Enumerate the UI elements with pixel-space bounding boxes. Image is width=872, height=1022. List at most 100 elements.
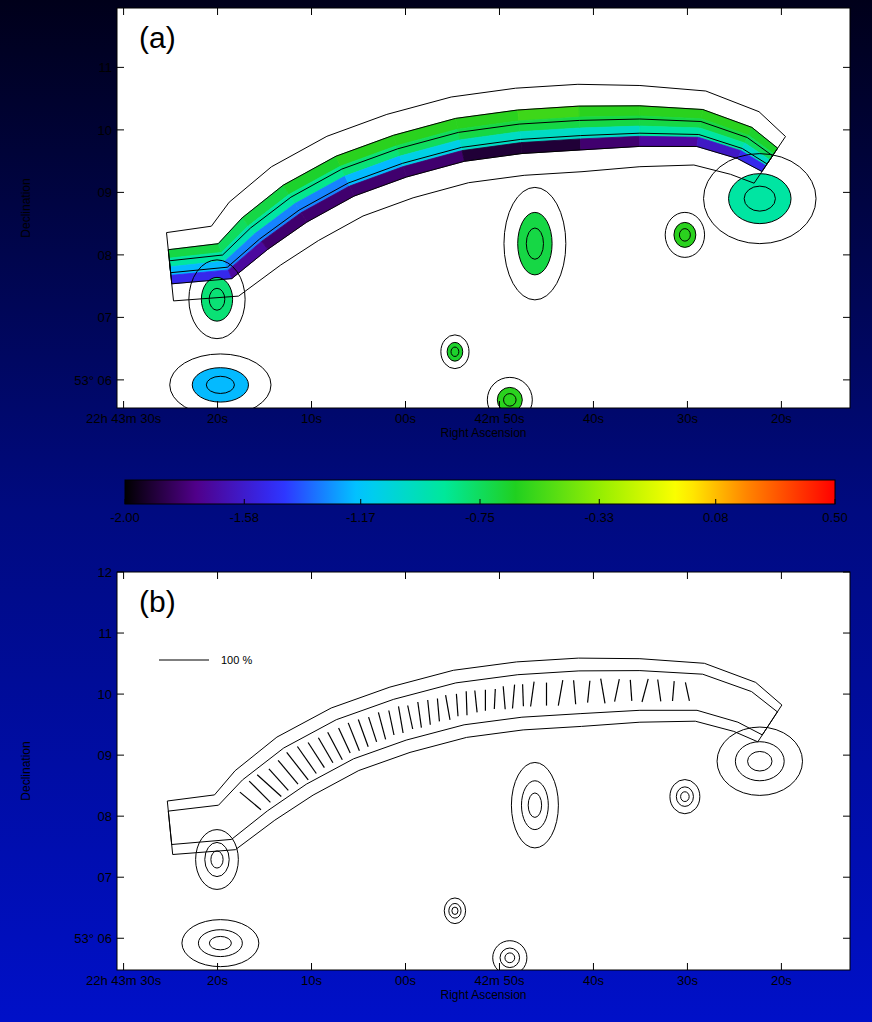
spectral-index-cell — [228, 242, 267, 279]
y-tick — [843, 379, 850, 380]
polarization-vector — [615, 679, 620, 702]
relic-contour — [168, 671, 777, 845]
x-tick — [499, 8, 500, 15]
source-contour — [205, 842, 229, 876]
spectral-index-cell — [640, 136, 698, 146]
source-contour — [201, 277, 232, 321]
source-contour — [744, 186, 775, 211]
y-tick — [843, 938, 850, 939]
y-tick-label: 09 — [98, 748, 112, 763]
source-contour — [444, 898, 465, 924]
x-tick-label: 20s — [207, 973, 228, 988]
source-contour — [505, 953, 515, 963]
x-tick — [593, 963, 594, 970]
x-tick-label: 00s — [395, 411, 416, 426]
polarization-vector — [546, 683, 547, 706]
frame — [117, 572, 850, 970]
source-contour — [441, 335, 469, 369]
x-tick — [499, 572, 500, 579]
source-contour — [674, 222, 696, 247]
y-tick — [843, 254, 850, 255]
x-tick-label: 30s — [677, 973, 698, 988]
polarization-vector — [522, 684, 524, 706]
polarization-vector — [574, 680, 576, 704]
polarization-vector — [446, 695, 450, 720]
x-axis-title: Right Ascension — [440, 426, 526, 440]
colorbar-tick-label: -0.33 — [584, 510, 614, 525]
source-contour — [670, 780, 700, 814]
colorbar-tick-label: 0.08 — [703, 510, 728, 525]
y-tick — [843, 317, 850, 318]
source-contour — [521, 781, 548, 830]
y-tick — [843, 572, 850, 573]
y-tick — [843, 192, 850, 193]
polarization-vector — [437, 699, 439, 722]
x-tick-label: 10s — [301, 973, 322, 988]
source-contour — [717, 727, 802, 795]
colorbar-tick-label: -2.00 — [110, 510, 140, 525]
colorbar-tick-label: 0.50 — [822, 510, 847, 525]
polarization-vector — [318, 738, 333, 763]
x-tick — [311, 8, 312, 15]
colorbar-tick — [244, 499, 245, 504]
y-axis-title: Declination — [19, 741, 33, 800]
y-tick — [117, 192, 124, 193]
source-contour — [209, 288, 225, 310]
x-tick-label: 10s — [301, 411, 322, 426]
y-tick-label: 12 — [98, 565, 112, 580]
y-tick — [117, 755, 124, 756]
figure: 22h 43m 30s20s10s00s42m 50s40s30s20s53° … — [0, 0, 872, 1022]
x-tick-label: 42m 50s — [475, 411, 525, 426]
source-contour — [679, 229, 690, 242]
source-contour — [681, 792, 690, 802]
polarization-vector — [630, 680, 632, 701]
x-tick — [405, 8, 406, 15]
source-contour — [748, 751, 772, 771]
x-tick — [123, 401, 124, 408]
source-contour — [493, 941, 527, 970]
polarization-vector — [685, 682, 689, 701]
y-tick — [843, 633, 850, 634]
colorbar-tick — [480, 499, 481, 504]
colorbar-tick-label: -0.75 — [465, 510, 495, 525]
polarization-vector — [466, 691, 468, 715]
colorbar: -2.00 -1.58 -1.17 -0.75 -0.33 0.08 0.50 — [110, 480, 847, 525]
y-tick-label: 09 — [98, 185, 112, 200]
x-tick — [405, 572, 406, 579]
colorbar-tick — [125, 499, 126, 504]
source-contour — [526, 228, 543, 259]
x-tick — [781, 401, 782, 408]
y-tick-label: 07 — [98, 310, 112, 325]
source-contour — [676, 787, 693, 807]
polarization-vector — [269, 769, 288, 791]
source-contour — [504, 394, 517, 407]
y-tick-label: 08 — [98, 248, 112, 263]
colorbar-tick — [835, 499, 836, 504]
x-tick — [123, 572, 124, 579]
x-tick — [311, 963, 312, 970]
colorbar-tick-label: -1.17 — [346, 510, 376, 525]
x-tick — [593, 572, 594, 579]
polarization-vector — [378, 712, 385, 739]
x-tick-label: 20s — [771, 411, 792, 426]
y-tick — [843, 694, 850, 695]
polarization-vector — [240, 792, 261, 810]
x-tick — [687, 401, 688, 408]
x-tick — [123, 8, 124, 15]
source — [674, 222, 696, 247]
y-tick-label: 53° 06 — [74, 373, 112, 388]
x-tick — [687, 963, 688, 970]
plot-content — [167, 84, 817, 408]
y-tick-label: 07 — [98, 870, 112, 885]
source-contour — [206, 376, 234, 393]
y-tick-label: 11 — [99, 626, 113, 641]
colorbar-tick-label: -1.58 — [229, 510, 259, 525]
source-contour — [452, 907, 458, 914]
x-tick-label: 30s — [677, 411, 698, 426]
x-tick-label: 22h 43m 30s — [86, 973, 162, 988]
y-tick-label: 53° 06 — [74, 931, 112, 946]
x-tick-label: 22h 43m 30s — [86, 411, 162, 426]
polarization-vector — [531, 682, 535, 707]
y-tick — [117, 938, 124, 939]
y-tick — [117, 129, 124, 130]
